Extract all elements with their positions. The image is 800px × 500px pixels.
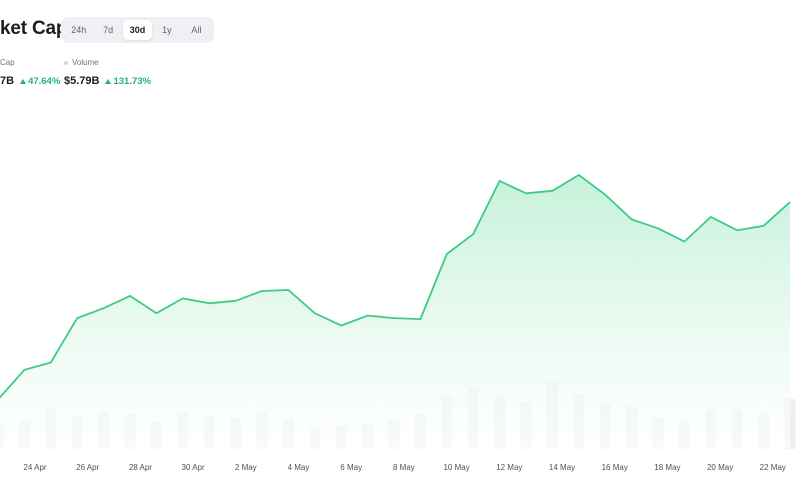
range-button-24h[interactable]: 24h <box>64 20 93 40</box>
market-cap-area <box>0 175 790 449</box>
volume-dot-icon <box>64 60 68 65</box>
volume-label: Volume <box>72 58 99 67</box>
market-cap-value: 7B <box>0 75 15 87</box>
x-tick-label: 24 Apr <box>23 463 46 472</box>
x-tick-label: 12 May <box>496 463 522 472</box>
volume-values: $5.79B 131.73% <box>64 75 151 87</box>
x-tick-label: 10 May <box>443 463 469 472</box>
x-tick-label: 14 May <box>549 463 575 472</box>
range-button-all[interactable]: All <box>182 20 211 40</box>
market-cap-change-value: 47.64% <box>28 75 61 87</box>
x-tick-label: 20 May <box>707 463 733 472</box>
volume-label-row: Volume <box>64 58 151 67</box>
market-cap-change: 47.64% <box>20 76 60 87</box>
page-title: ket Cap <box>0 18 68 39</box>
volume-value: $5.79B <box>64 75 100 87</box>
x-tick-label: 18 May <box>654 463 680 472</box>
volume-stat: Volume $5.79B 131.73% <box>64 58 151 87</box>
range-button-7d[interactable]: 7d <box>93 20 122 40</box>
x-tick-label: 16 May <box>602 463 628 472</box>
x-tick-label: 4 May <box>288 463 310 472</box>
x-tick-label: 22 May <box>760 463 786 472</box>
range-button-30d[interactable]: 30d <box>122 20 153 40</box>
x-tick-label: 8 May <box>393 463 415 472</box>
x-tick-label: 30 Apr <box>182 463 205 472</box>
market-cap-label-row: Cap <box>0 58 60 67</box>
x-tick-label: 6 May <box>340 463 362 472</box>
volume-change: 131.73% <box>105 76 151 87</box>
x-axis: 24 Apr 26 Apr 28 Apr 30 Apr 2 May 4 May 6 May 8… <box>23 463 785 472</box>
market-cap-line <box>0 174 791 399</box>
market-cap-stat: Cap 7B 47.64% <box>0 58 60 87</box>
x-tick-label: 2 May <box>235 463 257 472</box>
arrow-up-icon <box>20 78 27 84</box>
x-tick-label: 28 Apr <box>129 463 152 472</box>
market-cap-values: 7B 47.64% <box>0 75 60 87</box>
volume-change-value: 131.73% <box>113 75 151 87</box>
market-cap-label: Cap <box>0 58 15 67</box>
arrow-up-icon <box>105 78 112 84</box>
range-button-1y[interactable]: 1y <box>152 20 181 40</box>
time-range-selector: 24h 7d 30d 1y All <box>61 17 214 43</box>
x-tick-label: 26 Apr <box>76 463 99 472</box>
